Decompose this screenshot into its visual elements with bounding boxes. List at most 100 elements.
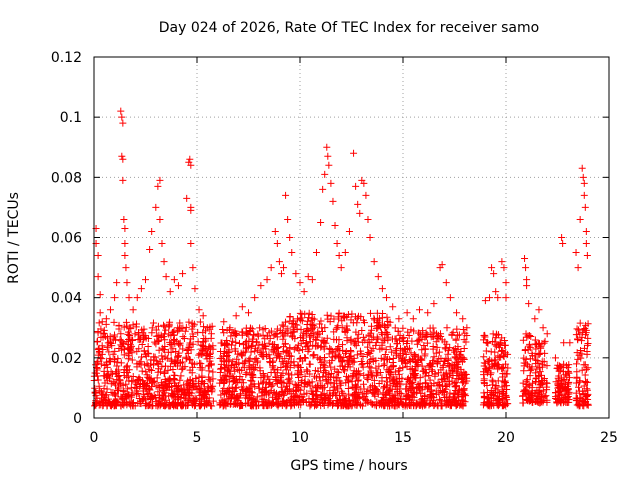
data-point bbox=[275, 258, 283, 266]
data-point bbox=[225, 366, 233, 374]
data-point bbox=[137, 285, 145, 293]
data-point bbox=[324, 152, 332, 160]
data-point bbox=[578, 164, 586, 172]
data-point bbox=[161, 346, 169, 354]
data-point bbox=[121, 252, 129, 260]
data-point bbox=[572, 360, 580, 368]
data-point bbox=[186, 384, 194, 392]
data-point bbox=[560, 339, 568, 347]
data-point bbox=[195, 306, 203, 314]
data-point bbox=[323, 311, 331, 319]
data-point bbox=[123, 279, 131, 287]
data-point bbox=[100, 396, 108, 404]
data-point bbox=[165, 383, 173, 391]
data-point bbox=[151, 338, 159, 346]
data-point bbox=[103, 363, 111, 371]
data-point bbox=[189, 395, 197, 403]
data-point bbox=[256, 324, 264, 332]
data-point bbox=[543, 330, 551, 338]
data-point bbox=[109, 378, 117, 386]
data-point bbox=[183, 194, 191, 202]
data-point bbox=[196, 318, 204, 326]
data-point bbox=[232, 312, 240, 320]
data-point bbox=[93, 372, 101, 380]
data-point bbox=[134, 399, 142, 407]
data-point bbox=[168, 401, 176, 409]
data-point bbox=[128, 349, 136, 357]
data-point bbox=[581, 203, 589, 211]
data-point bbox=[520, 367, 528, 375]
data-point bbox=[189, 322, 197, 330]
data-point bbox=[492, 288, 500, 296]
data-point bbox=[156, 215, 164, 223]
data-point bbox=[122, 380, 130, 388]
data-point bbox=[144, 334, 152, 342]
data-point bbox=[167, 341, 175, 349]
data-point bbox=[144, 343, 152, 351]
data-point bbox=[523, 276, 531, 284]
data-point bbox=[228, 383, 236, 391]
x-tick-label: 15 bbox=[394, 430, 412, 446]
data-point bbox=[257, 282, 265, 290]
data-point bbox=[128, 377, 136, 385]
data-point bbox=[221, 364, 229, 372]
y-tick-label: 0.02 bbox=[51, 351, 82, 367]
data-point bbox=[188, 401, 196, 409]
data-point bbox=[394, 327, 402, 335]
data-point bbox=[135, 359, 143, 367]
data-point bbox=[174, 282, 182, 290]
data-point bbox=[389, 354, 397, 362]
data-point bbox=[219, 326, 227, 334]
data-point bbox=[199, 312, 207, 320]
data-point bbox=[366, 309, 374, 317]
data-point bbox=[150, 377, 158, 385]
data-point bbox=[188, 319, 196, 327]
data-point bbox=[146, 386, 154, 394]
data-point bbox=[319, 185, 327, 193]
data-point bbox=[231, 367, 239, 375]
data-point bbox=[124, 335, 132, 343]
data-point bbox=[106, 306, 114, 314]
data-point bbox=[286, 234, 294, 241]
y-axis-label: ROTI / TECUs bbox=[6, 192, 22, 284]
data-point bbox=[430, 300, 438, 308]
data-point bbox=[484, 339, 492, 347]
data-point bbox=[113, 362, 121, 370]
data-point bbox=[101, 379, 109, 387]
data-point bbox=[100, 372, 108, 380]
x-tick-label: 0 bbox=[90, 430, 99, 446]
data-point bbox=[415, 306, 423, 314]
data-point bbox=[162, 326, 170, 334]
data-point bbox=[364, 215, 372, 223]
data-point bbox=[140, 391, 148, 399]
data-point bbox=[208, 388, 216, 396]
data-point bbox=[182, 402, 190, 410]
data-point bbox=[281, 318, 289, 326]
data-point bbox=[121, 224, 129, 232]
y-tick-label: 0.08 bbox=[51, 170, 82, 186]
data-point bbox=[121, 399, 129, 407]
data-point bbox=[204, 362, 212, 370]
data-point bbox=[312, 249, 320, 257]
data-point bbox=[202, 337, 210, 345]
data-point bbox=[579, 173, 587, 181]
data-point bbox=[119, 119, 127, 127]
data-point bbox=[409, 315, 417, 323]
data-point bbox=[309, 351, 317, 359]
data-point bbox=[154, 388, 162, 396]
data-point bbox=[321, 170, 329, 178]
data-point bbox=[263, 276, 271, 284]
data-point bbox=[200, 323, 208, 331]
data-point bbox=[166, 288, 174, 296]
data-point bbox=[522, 377, 530, 385]
data-point bbox=[111, 294, 119, 302]
data-point bbox=[421, 350, 429, 358]
data-point bbox=[481, 297, 489, 305]
data-point bbox=[574, 264, 582, 272]
data-point bbox=[535, 306, 543, 314]
data-point bbox=[337, 264, 345, 272]
data-point bbox=[205, 367, 213, 375]
data-point bbox=[94, 345, 102, 353]
data-point bbox=[98, 350, 106, 358]
data-point bbox=[209, 368, 217, 376]
